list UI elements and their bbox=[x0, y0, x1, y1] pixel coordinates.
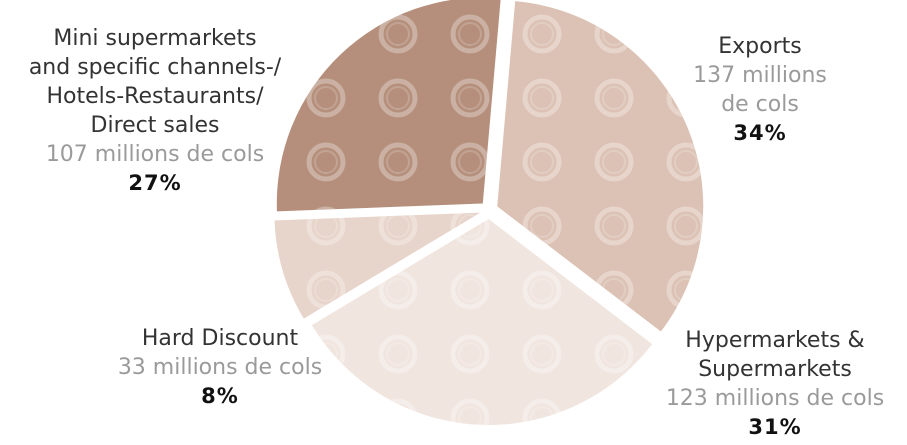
label-hard-discount-percent: 8% bbox=[201, 384, 239, 408]
label-hypermarkets-percent: 31% bbox=[748, 415, 802, 439]
slice-mini-supermarkets-texture bbox=[276, 0, 501, 212]
label-mini-supermarkets-percent: 27% bbox=[128, 171, 182, 195]
label-hypermarkets-name: Hypermarkets & Supermarkets bbox=[685, 328, 865, 382]
label-exports-name: Exports bbox=[718, 34, 802, 59]
label-hard-discount-name: Hard Discount bbox=[141, 326, 299, 351]
label-hard-discount: Hard Discount 33 millions de cols 8% bbox=[100, 324, 340, 411]
slice-hard-discount-texture bbox=[274, 212, 481, 319]
label-hard-discount-volume: 33 millions de cols bbox=[117, 355, 323, 380]
label-hypermarkets-volume: 123 millions de cols bbox=[665, 386, 885, 411]
label-mini-supermarkets-name: Mini supermarkets and specific channels-… bbox=[28, 26, 282, 138]
label-mini-supermarkets-volume: 107 millions de cols bbox=[45, 142, 265, 167]
label-mini-supermarkets: Mini supermarkets and specific channels-… bbox=[10, 24, 300, 198]
label-exports-volume: 137 millions de cols bbox=[693, 63, 827, 117]
label-exports-percent: 34% bbox=[733, 121, 787, 145]
slice-exports-texture bbox=[497, 1, 704, 332]
label-exports: Exports 137 millions de cols 34% bbox=[660, 32, 860, 148]
slice-hypermarkets-texture bbox=[311, 218, 653, 425]
label-hypermarkets: Hypermarkets & Supermarkets 123 millions… bbox=[650, 326, 900, 442]
